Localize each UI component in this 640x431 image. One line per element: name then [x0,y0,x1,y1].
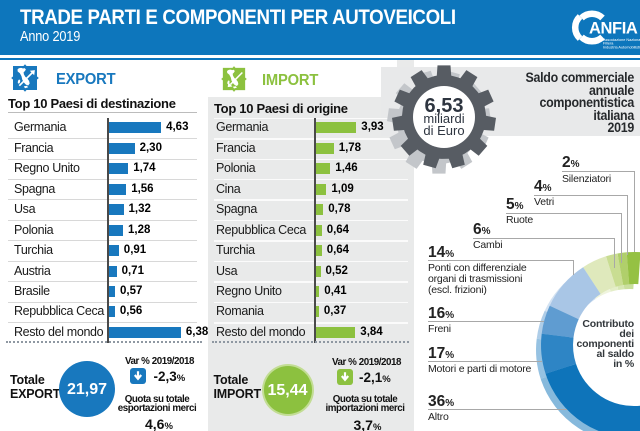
svg-text:Filiera: Filiera [603,42,614,46]
svg-text:Associazione Nazionale: Associazione Nazionale [603,38,640,42]
svg-text:Industria Automobilistica: Industria Automobilistica [603,45,640,49]
svg-text:ANFIA: ANFIA [589,20,638,38]
